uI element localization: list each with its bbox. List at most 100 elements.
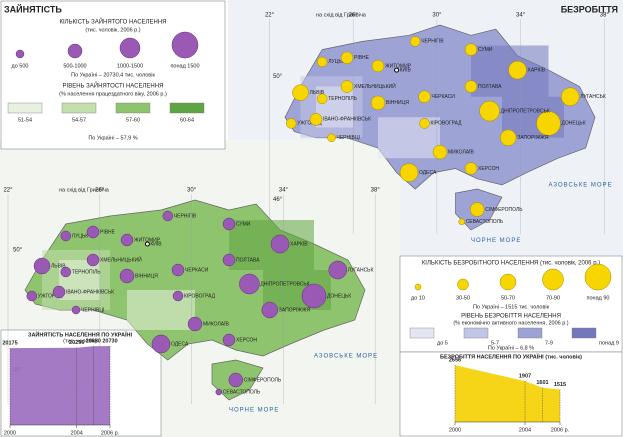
city-label: ТЕРНОПІЛЬ <box>72 269 101 275</box>
longitude-label: 38° <box>600 13 610 19</box>
legend-title: РІВЕНЬ ЗАЙНЯТОСТІ НАСЕЛЕННЯ <box>63 82 164 90</box>
longitude-label: 26° <box>95 188 105 194</box>
city-label: РІВНЕ <box>100 229 116 235</box>
meridian-note: на схід від Гринвіча <box>59 187 110 193</box>
value-label: 20175 <box>2 341 17 347</box>
longitude-label: 34° <box>279 188 289 194</box>
legend-class: 57-60 <box>126 117 140 123</box>
legend-class: 51-54 <box>18 117 32 123</box>
region-circle <box>60 266 72 278</box>
city-label: МИКОЛАЇВ <box>448 148 474 155</box>
legend-class: 60-64 <box>180 117 194 123</box>
city-label: ХАРКІВ <box>290 241 308 247</box>
x-tick-label: 2006 р. <box>101 430 120 436</box>
region-circle <box>86 253 100 267</box>
value-label: 20680 <box>86 339 101 345</box>
region-circle <box>340 80 354 93</box>
sea-label: АЗОВСЬКЕ МОРЕ <box>314 354 378 360</box>
region-circle <box>222 253 236 267</box>
region-circle <box>432 144 448 160</box>
region-circle <box>119 268 135 284</box>
longitude-label: 38° <box>371 188 381 194</box>
legend-class: 70-90 <box>546 295 560 301</box>
city-label: ОДЕСА <box>171 341 189 347</box>
legend-class: до 500 <box>12 63 29 69</box>
city-label: СЕВАСТОПОЛЬ <box>466 219 504 225</box>
sea-label: ЧОРНЕ МОРЕ <box>229 408 279 414</box>
legend-class: 30-50 <box>456 295 470 301</box>
x-tick-label: 2004 <box>71 430 83 436</box>
value-label: 20296 <box>69 340 84 346</box>
region-circle <box>292 84 309 101</box>
city-label: МИКОЛАЇВ <box>203 320 229 327</box>
legend-class: 7-9 <box>545 340 553 346</box>
region-circle <box>71 305 81 315</box>
legend-swatch <box>409 327 435 339</box>
city-label: ЗАПОРІЖЖЯ <box>517 135 549 141</box>
legend-class: 5-7 <box>491 340 499 346</box>
x-tick-label: 2004 <box>519 427 531 433</box>
region-circle <box>187 316 203 332</box>
chart-title: ЗАЙНЯТІСТЬ НАСЕЛЕННЯ ПО УКРАЇНІ <box>28 330 132 338</box>
city-label: ЛУЦЬК <box>72 233 88 239</box>
x-tick-label: 2000 <box>4 430 16 436</box>
longitude-label: 26° <box>349 13 359 19</box>
region-circle <box>399 163 419 182</box>
region-circle <box>418 90 431 103</box>
legend-circle <box>67 43 83 59</box>
longitude-label: 30° <box>432 13 442 19</box>
city-label: УЖГОРОД <box>38 293 63 299</box>
region-circle <box>215 388 223 396</box>
legend-swatch <box>7 102 43 114</box>
city-label: ЛУГАНСЬК <box>348 267 374 273</box>
city-label: ЧЕРНІГІВ <box>421 39 444 45</box>
employment-legend-box <box>0 0 226 150</box>
city-label: ТЕРНОПІЛЬ <box>328 96 357 102</box>
legend-class: понад 90 <box>587 295 610 301</box>
legend-title: РІВЕНЬ БЕЗРОБІТТЯ НАСЕЛЕННЯ <box>461 314 561 320</box>
value-label: 1907 <box>519 374 531 380</box>
city-label: ДНІПРОПЕТРОВСЬК <box>501 108 550 114</box>
employment-title: ЗАЙНЯТІСТЬ <box>4 3 62 14</box>
legend-class: 1000-1500 <box>117 63 143 69</box>
longitude-label: 22° <box>3 188 13 194</box>
city-label: ВІННИЦЯ <box>386 100 409 106</box>
region-circle <box>536 111 561 136</box>
legend-swatch <box>115 102 151 114</box>
region-circle <box>222 333 236 347</box>
city-label: ЗАПОРІЖЖЯ <box>279 307 311 313</box>
city-label: ЛУГАНСЬК <box>580 94 606 100</box>
region-circle <box>33 257 51 275</box>
region-circle <box>419 118 430 129</box>
legend-circle <box>499 273 517 291</box>
region-circle <box>86 225 100 239</box>
capital-marker <box>144 241 150 247</box>
city-label: ХМЕЛЬНИЦЬКИЙ <box>100 255 142 263</box>
city-label: УЖГОРОД <box>297 121 322 127</box>
city-label: ЖИТОМИР <box>134 237 161 243</box>
region-circle <box>499 129 517 146</box>
region-circle <box>458 218 465 226</box>
region-circle <box>464 162 478 175</box>
city-label: ХМЕЛЬНИЦЬКИЙ <box>354 82 396 90</box>
region-circle <box>464 43 478 56</box>
city-label: ХЕРСОН <box>236 337 257 343</box>
city-label: КІРОВОГРАД <box>431 121 463 127</box>
legend-circle <box>119 37 141 59</box>
city-label: ПОЛТАВА <box>236 257 260 263</box>
latitude-label: 46° <box>273 197 283 203</box>
city-label: ЧЕРНІВЦІ <box>337 135 360 141</box>
city-label: ЧЕРКАСИ <box>432 94 456 100</box>
region-circle <box>261 301 279 319</box>
city-label: ДОНЕЦЬК <box>327 293 351 299</box>
region-circle <box>469 202 485 217</box>
capital-label: КИЇВ <box>400 66 412 73</box>
region-circle <box>464 80 478 93</box>
legend-title: КІЛЬКІСТЬ ЗАЙНЯТОГО НАСЕЛЕННЯ <box>60 18 167 26</box>
region-circle <box>328 260 348 280</box>
region-circle <box>479 100 500 122</box>
legend-class: 54-57 <box>72 117 86 123</box>
region-circle <box>172 290 184 302</box>
city-label: СЕВАСТОПОЛЬ <box>223 389 261 395</box>
